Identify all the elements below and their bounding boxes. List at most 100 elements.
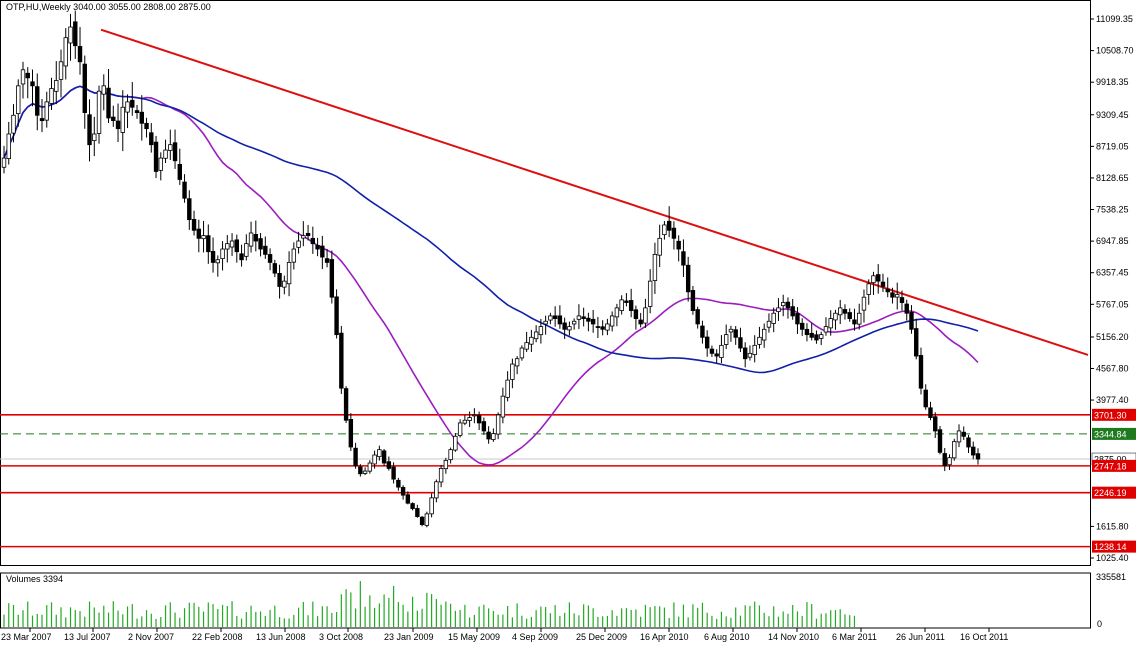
x-tick-label: 14 Nov 2010: [768, 632, 819, 642]
candle-body: [229, 240, 235, 248]
candle-body: [153, 141, 159, 172]
candle-body: [35, 86, 40, 116]
candle-body: [73, 21, 78, 47]
candle-body: [244, 243, 249, 257]
candle-body: [277, 272, 282, 287]
candle-body: [210, 250, 216, 263]
candle-body: [595, 326, 601, 328]
chart-header: OTP,HU,Weekly 3040.00 3055.00 2808.00 28…: [6, 2, 211, 12]
x-tick-label: 15 May 2009: [448, 632, 500, 642]
price-marker-box: [1092, 540, 1136, 553]
y-tick-label: 1615.80: [1096, 521, 1129, 531]
price-marker-label: 2747.18: [1094, 461, 1127, 471]
y-tick-label: 4567.80: [1096, 363, 1129, 373]
candle-body: [282, 280, 287, 288]
candle-body: [833, 312, 838, 321]
x-tick-label: 22 Feb 2008: [192, 632, 243, 642]
candle-body: [248, 232, 254, 247]
candle-body: [700, 325, 705, 338]
candle-body: [362, 470, 368, 474]
candle-body: [320, 245, 325, 258]
candle-body: [823, 326, 829, 333]
candle-body: [847, 312, 852, 319]
candle-body: [177, 164, 182, 180]
candle-body: [263, 245, 268, 255]
candle-body: [828, 318, 833, 329]
price-marker-box: [1092, 459, 1136, 472]
candle-body: [876, 274, 881, 282]
candle-body: [524, 342, 529, 350]
candle-body: [139, 111, 144, 124]
candle-body: [92, 133, 97, 142]
y-tick-label: 8128.65: [1096, 173, 1129, 183]
candle-body: [329, 259, 335, 298]
candle-body: [191, 218, 197, 231]
candle-body: [733, 329, 738, 338]
candle-body: [305, 232, 311, 237]
candle-body: [505, 379, 510, 398]
candle-body: [814, 334, 819, 341]
candle-body: [111, 116, 116, 122]
volume-axis-zero-label: 0: [1097, 619, 1102, 629]
candle-body: [538, 326, 544, 336]
candle-body: [790, 306, 795, 317]
candle-body: [614, 307, 620, 318]
candle-body: [880, 281, 886, 287]
candle-body: [628, 300, 634, 311]
candle-body: [315, 244, 320, 250]
candle-body: [196, 228, 201, 239]
moving-average-fast-line: [3, 85, 979, 466]
y-tick-label: 10508.70: [1096, 46, 1134, 56]
candle-body: [172, 142, 178, 162]
candle-body: [358, 466, 363, 475]
candle-body: [310, 237, 316, 245]
candle-body: [419, 516, 425, 525]
candle-body: [495, 414, 501, 435]
candle-body: [6, 133, 11, 160]
candle-body: [286, 262, 292, 285]
candle-body: [481, 421, 487, 432]
candle-body: [396, 479, 401, 488]
candle-body: [206, 235, 211, 253]
candle-body: [571, 320, 577, 325]
candle-body: [928, 407, 933, 418]
candle-body: [747, 352, 753, 358]
candle-body: [500, 395, 506, 418]
candle-body: [415, 508, 420, 517]
candle-body: [11, 114, 16, 134]
candle-body: [576, 315, 582, 320]
candle-body: [914, 328, 919, 357]
candle-body: [68, 26, 73, 44]
candle-body: [301, 235, 306, 239]
candle-body: [96, 90, 102, 134]
price-marker-label: 2246.19: [1094, 488, 1127, 498]
candle-body: [966, 437, 971, 448]
candle-body: [695, 309, 700, 325]
candle-body: [182, 181, 187, 199]
candle-body: [819, 334, 824, 339]
candle-body: [448, 449, 453, 461]
candle-body: [381, 450, 387, 464]
candle-body: [144, 122, 149, 130]
candle-body: [434, 481, 439, 499]
price-marker-box: [1092, 486, 1136, 499]
candle-body: [704, 336, 710, 349]
x-tick-label: 23 Mar 2007: [1, 632, 52, 642]
price-marker-label: 1238.14: [1094, 542, 1127, 552]
candle-body: [909, 311, 914, 330]
y-tick-label: 9918.35: [1096, 77, 1129, 87]
candle-body: [87, 114, 92, 146]
candle-body: [895, 294, 900, 298]
candle-body: [738, 337, 743, 349]
price-marker-box: [1092, 408, 1136, 421]
candle-body: [220, 248, 225, 260]
y-tick-label: 1025.40: [1096, 553, 1129, 563]
candle-body: [253, 234, 259, 242]
candle-body: [937, 429, 943, 453]
candle-body: [785, 301, 791, 309]
candle-body: [58, 61, 64, 80]
candle-body: [975, 453, 981, 460]
candle-body: [647, 280, 653, 307]
x-tick-label: 4 Sep 2009: [512, 632, 558, 642]
